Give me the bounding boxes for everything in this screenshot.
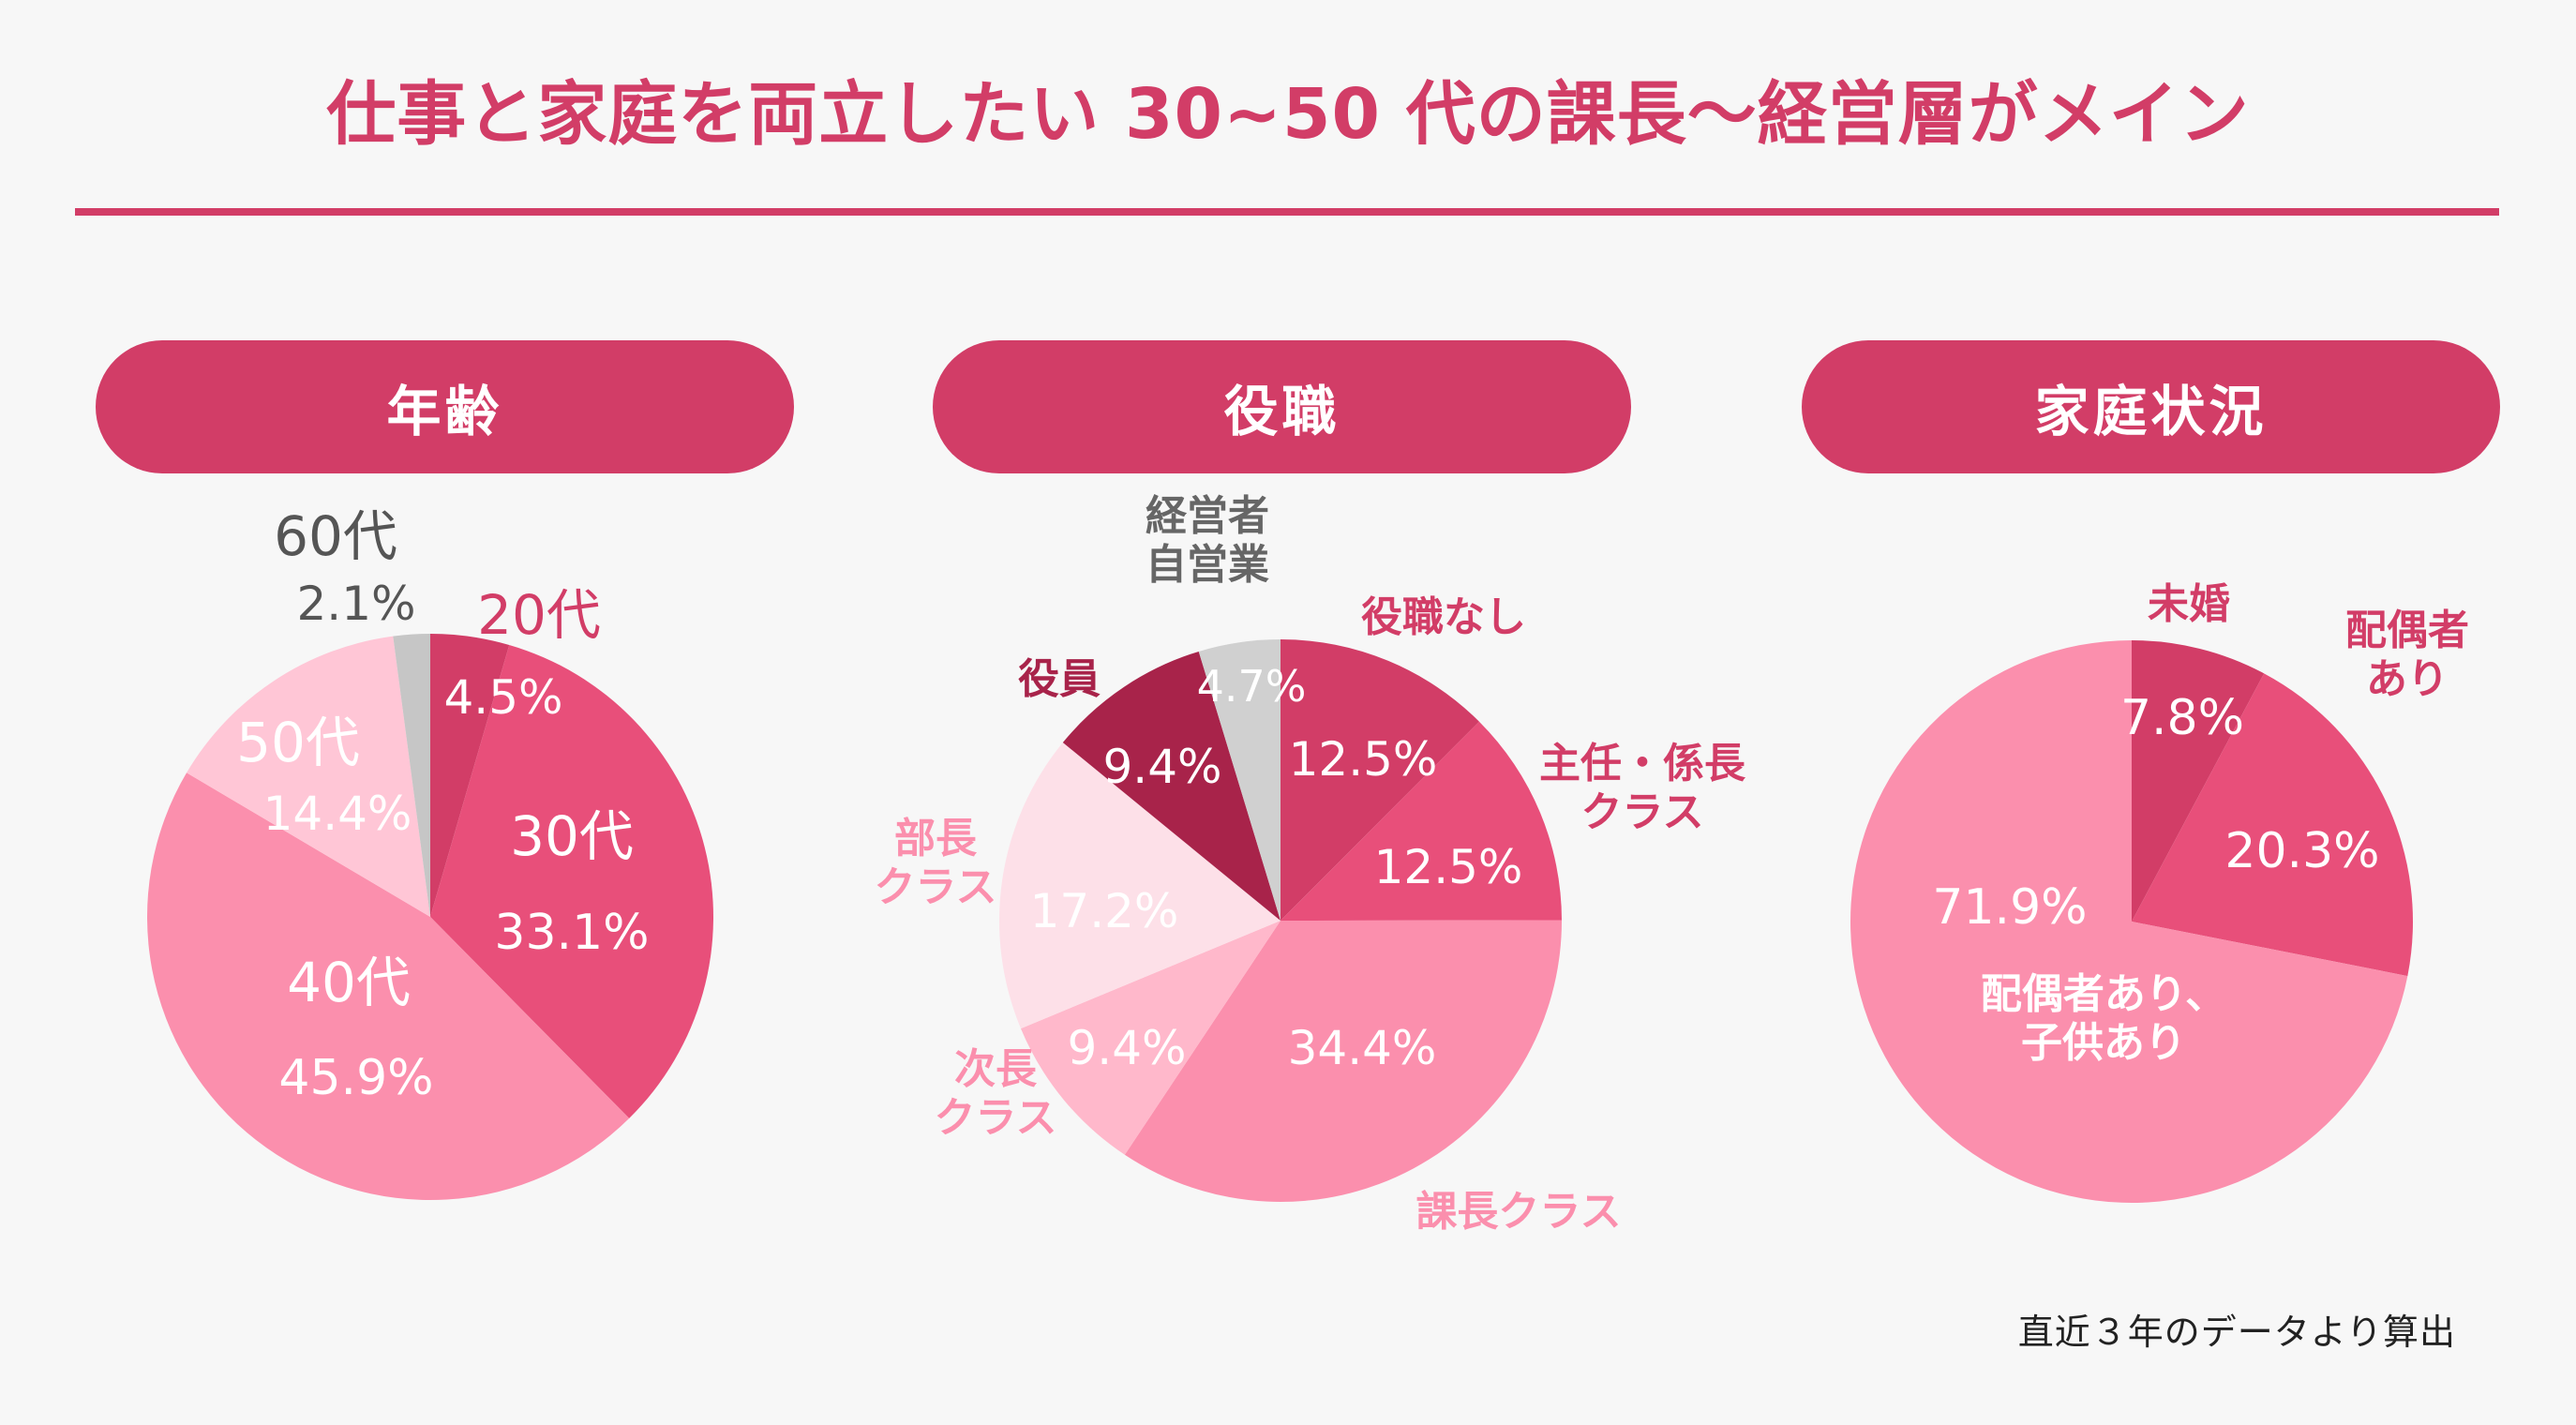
pie-value-50s: 14.4% bbox=[263, 787, 412, 841]
pie-label-department-head: 部長クラス bbox=[874, 815, 996, 911]
pie-label-unmarried: 未婚 bbox=[2148, 580, 2230, 628]
pie-label-deputy: 次長クラス bbox=[934, 1045, 1056, 1142]
age-chart-header: 年齢 bbox=[96, 340, 794, 473]
pie-label-married-with-children: 配偶者あり、子供あり bbox=[1981, 970, 2226, 1067]
pie-label-owner: 経営者自営業 bbox=[1146, 492, 1269, 589]
pie-value-unmarried: 7.8% bbox=[2120, 690, 2244, 746]
pie-value-deputy: 9.4% bbox=[1067, 1021, 1186, 1075]
pie-slice-married bbox=[2132, 673, 2413, 977]
pie-slice-executive bbox=[1062, 651, 1281, 921]
pie-slice-department-head bbox=[999, 742, 1281, 1029]
pie-value-department-head: 17.2% bbox=[1030, 884, 1179, 938]
pie-value-owner: 4.7% bbox=[1197, 661, 1307, 712]
pie-value-40s: 45.9% bbox=[278, 1050, 433, 1106]
pie-slice-unmarried bbox=[2132, 640, 2265, 922]
pie-value-20s: 4.5% bbox=[443, 670, 562, 725]
pie-label-30s: 30代 bbox=[510, 804, 634, 868]
pie-label-chief: 主任・係長クラス bbox=[1539, 740, 1746, 836]
pie-label-married: 配偶者あり bbox=[2345, 607, 2469, 703]
pie-slice-chief bbox=[1281, 721, 1562, 921]
pie-label-section-manager: 課長クラス bbox=[1415, 1188, 1621, 1236]
pie-slice-deputy bbox=[1020, 921, 1281, 1155]
pie-chart-age: 4.5% 20代 33.1% 30代 45.9% 40代 14.4% 50代 2.1% 60代 bbox=[146, 504, 713, 1200]
page-title: 仕事と家庭を両立したい 30~50 代の課長〜経営層がメイン bbox=[326, 74, 2250, 155]
pie-value-married-with-children: 71.9% bbox=[1932, 879, 2087, 936]
pie-slice-30s bbox=[430, 644, 713, 1118]
pie-value-married: 20.3% bbox=[2224, 823, 2379, 879]
pie-label-no-title: 役職なし bbox=[1361, 593, 1526, 641]
pie-label-40s: 40代 bbox=[287, 951, 411, 1014]
pie-slice-60s bbox=[393, 634, 430, 917]
pie-label-20s: 20代 bbox=[477, 583, 601, 647]
pie-chart-family: 7.8% 未婚 20.3% 配偶者あり 71.9% 配偶者あり、子供あり bbox=[1850, 580, 2469, 1203]
pie-label-60s: 60代 bbox=[274, 504, 397, 568]
pie-slice-40s bbox=[146, 772, 630, 1200]
pie-slice-20s bbox=[430, 634, 510, 917]
pie-label-50s: 50代 bbox=[236, 711, 360, 774]
pie-value-30s: 33.1% bbox=[494, 905, 649, 961]
pie-label-executive: 役員 bbox=[1018, 655, 1101, 703]
pie-value-no-title: 12.5% bbox=[1289, 732, 1438, 787]
title-divider bbox=[75, 208, 2499, 216]
pie-slice-section-manager bbox=[1124, 920, 1563, 1202]
pie-value-executive: 9.4% bbox=[1102, 740, 1221, 794]
family-chart-header: 家庭状況 bbox=[1802, 340, 2500, 473]
pie-slice-owner bbox=[1198, 639, 1281, 921]
pie-slice-50s bbox=[187, 636, 430, 917]
pie-value-section-manager: 34.4% bbox=[1288, 1021, 1437, 1075]
footnote: 直近３年のデータより算出 bbox=[2017, 1312, 2456, 1353]
pie-slice-married-with-children bbox=[1850, 640, 2408, 1203]
pie-value-60s: 2.1% bbox=[296, 577, 415, 631]
pie-value-chief: 12.5% bbox=[1374, 840, 1523, 894]
pie-chart-role: 12.5%役職なし12.5%主任・係長クラス34.4%課長クラス9.4%次長クラ… bbox=[874, 492, 1746, 1236]
role-chart-header: 役職 bbox=[933, 340, 1631, 473]
pie-slice-no-title bbox=[1281, 639, 1479, 921]
